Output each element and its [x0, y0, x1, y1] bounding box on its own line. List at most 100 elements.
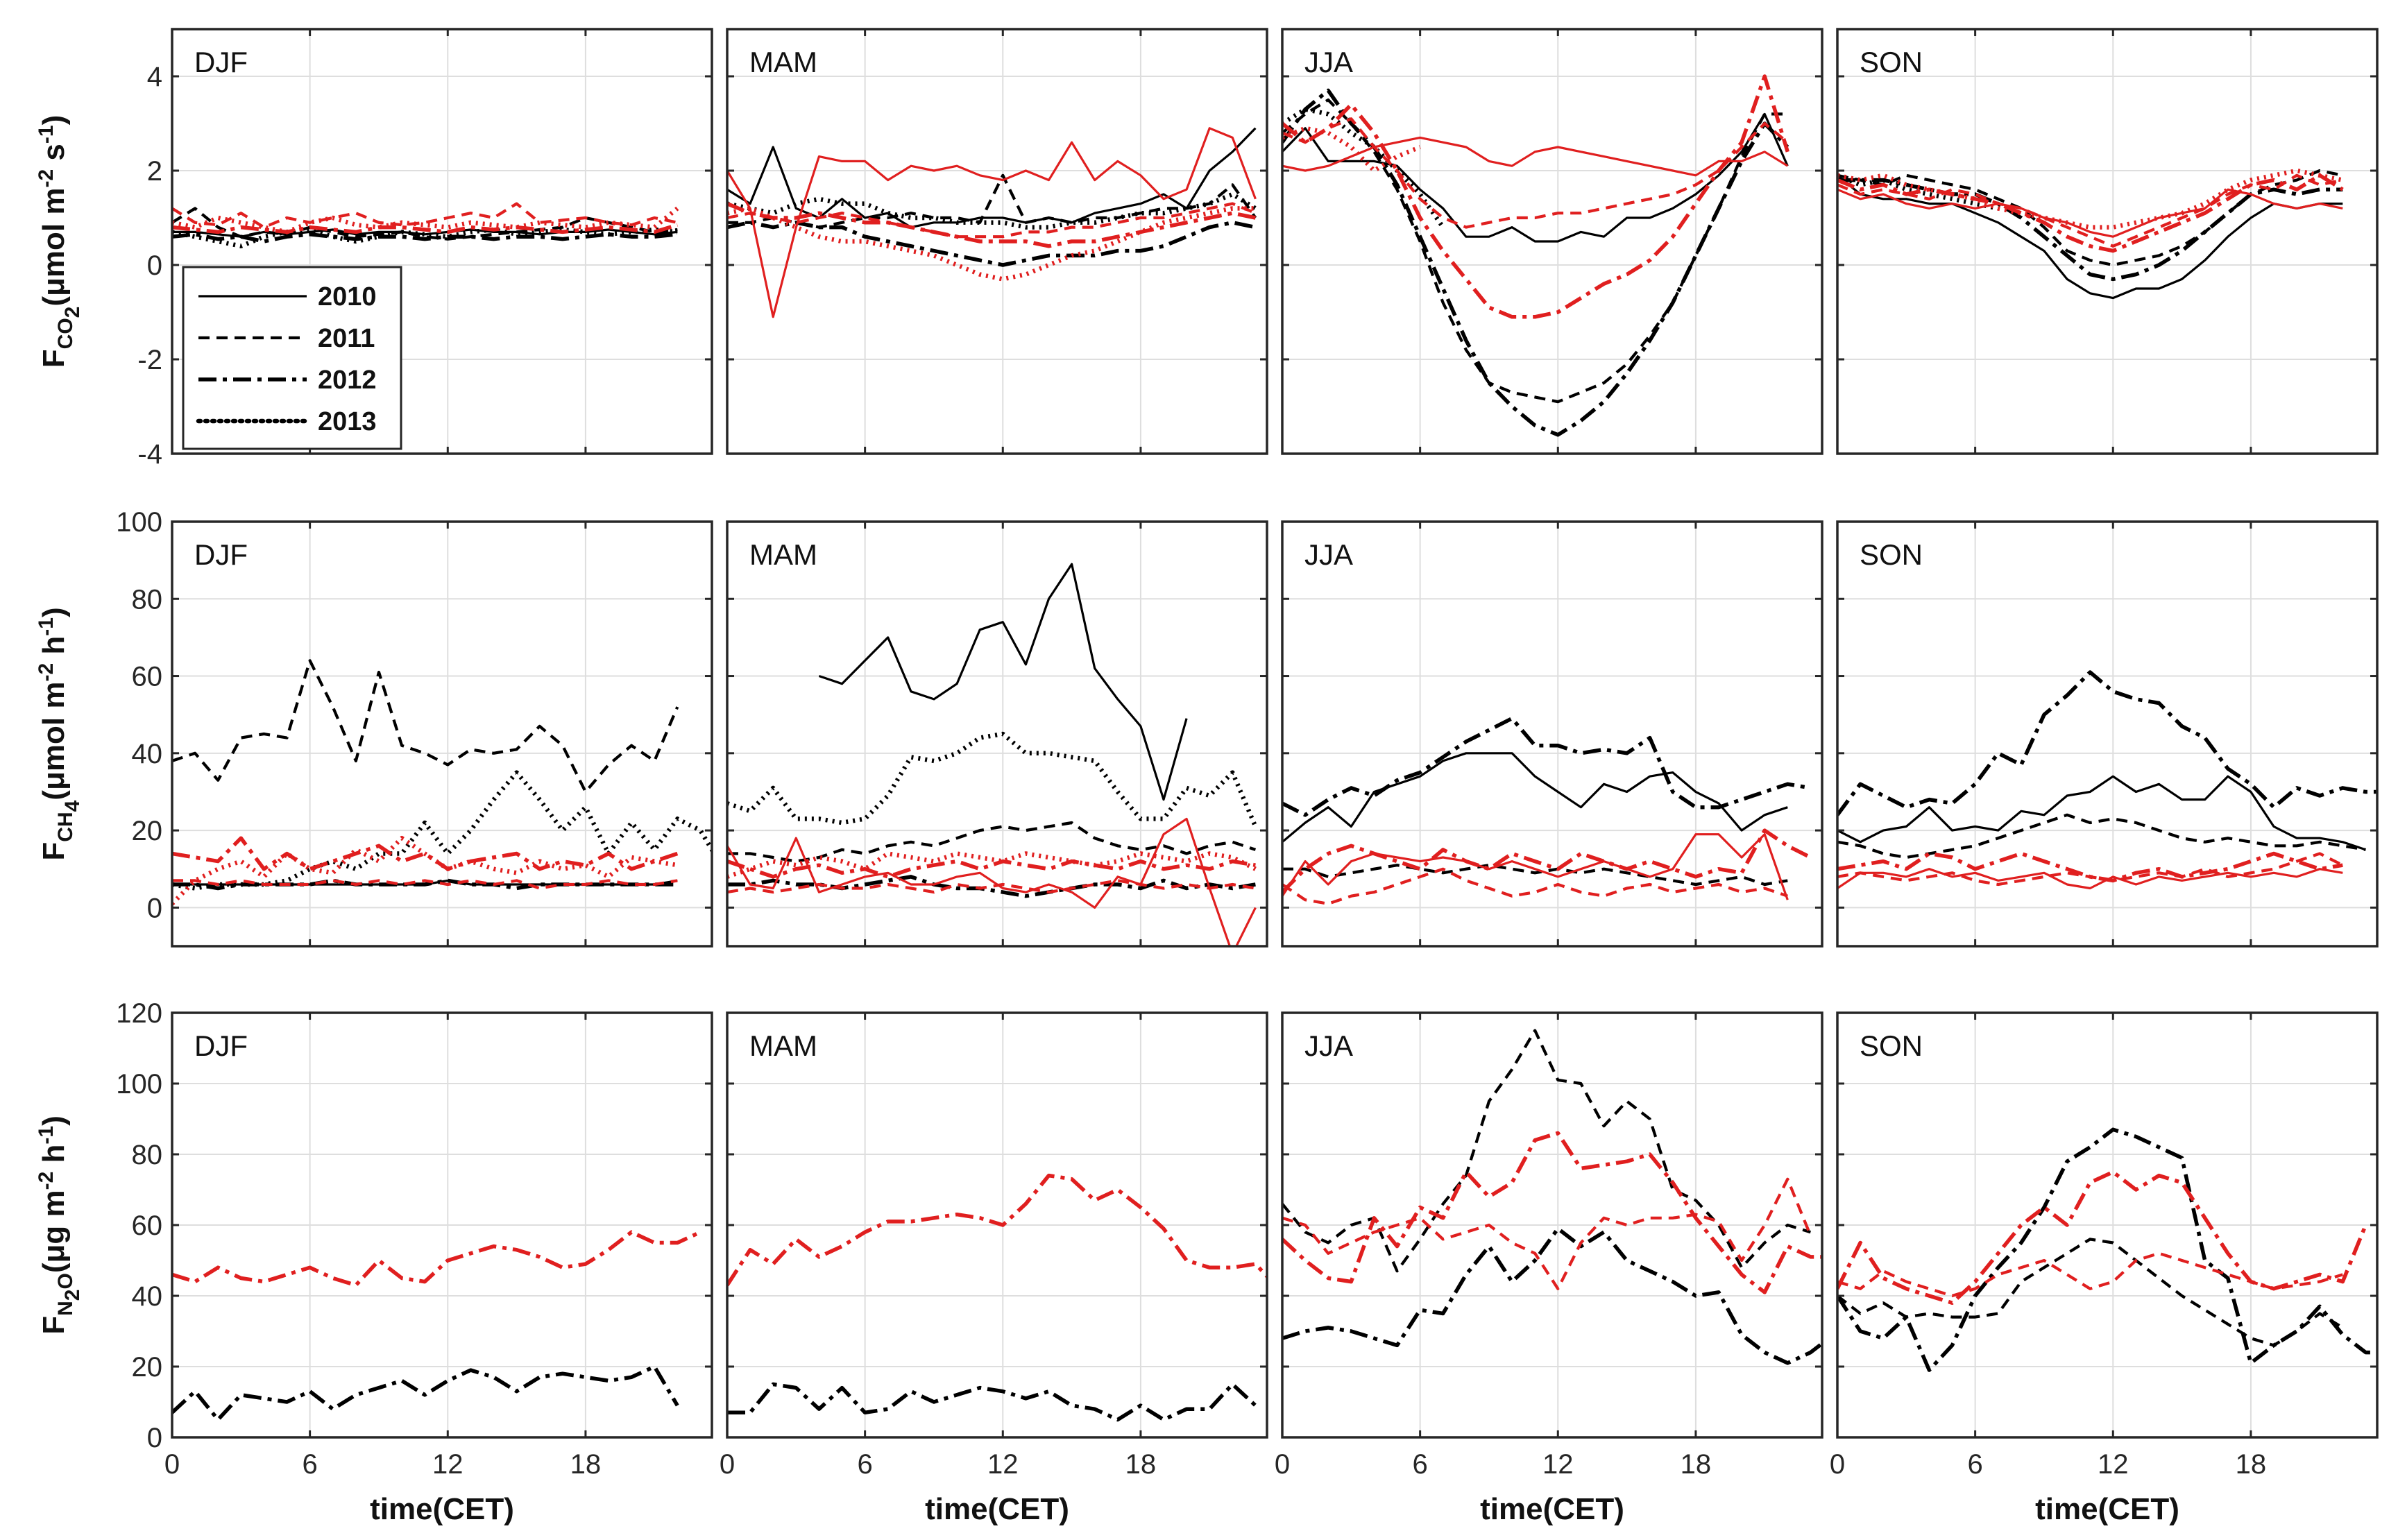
- season-label: JJA: [1304, 46, 1353, 78]
- x-tick-label: 6: [1968, 1449, 1983, 1480]
- y-tick-label: 100: [116, 507, 162, 538]
- panel-CH4-JJA: JJA: [1281, 520, 1823, 948]
- series-black-2012: [727, 1382, 1257, 1422]
- x-tick-label: 0: [164, 1449, 180, 1480]
- x-tick-label: 0: [720, 1449, 735, 1480]
- ylabel-main: F: [37, 349, 71, 368]
- ylabel-CH4: FCH4(μmol m-2 h-1): [35, 607, 84, 860]
- panel-CH4-MAM: MAM: [726, 520, 1268, 948]
- panel-frame: [171, 520, 713, 948]
- series-black-2013: [1282, 107, 1445, 229]
- ylabel-mu: μ: [37, 277, 71, 296]
- x-tick-label: 18: [1125, 1449, 1157, 1480]
- panel-frame: [1836, 28, 2379, 455]
- x-tick-label: 12: [1542, 1449, 1574, 1480]
- ylabel-sub: N: [54, 1301, 77, 1316]
- y-tick-label: 80: [132, 584, 163, 615]
- x-tick-label: 12: [987, 1449, 1019, 1480]
- series-red-2011: [172, 879, 678, 890]
- series-group: [172, 202, 679, 249]
- series-red-2012: [727, 859, 1256, 879]
- series-black-2011: [1837, 813, 2366, 859]
- series-black-2011: [172, 207, 678, 241]
- y-tick-label: 80: [132, 1140, 163, 1170]
- panel-CO2-JJA: JJA: [1281, 28, 1823, 455]
- series-red-2013: [727, 851, 1257, 879]
- y-tick-label: 20: [132, 1352, 163, 1383]
- series-red-2010: [727, 127, 1257, 318]
- series-group: [727, 127, 1257, 318]
- series-group: [1837, 670, 2377, 890]
- ylabel-open: (: [37, 296, 71, 307]
- y-tick-label: 0: [147, 1423, 162, 1453]
- series-black-2012: [1837, 1127, 2377, 1372]
- series-red-2012: [172, 1230, 701, 1287]
- ylabel-N2O: FN2O(μg m-2 h-1): [35, 1115, 84, 1335]
- x-tick-label: 0: [1830, 1449, 1845, 1480]
- series-red-2012: [172, 223, 679, 234]
- series-red-2010: [1837, 868, 2343, 890]
- ylabel-sub: CO: [54, 318, 77, 349]
- panel-frame: [726, 28, 1268, 455]
- series-red-2010: [1837, 188, 2343, 238]
- x-tick-label: 18: [2236, 1449, 2267, 1480]
- season-label: DJF: [194, 1029, 248, 1062]
- ylabel-mu: μ: [37, 1244, 71, 1263]
- series-black-2010: [1282, 112, 1789, 243]
- series-red-2010: [1282, 833, 1789, 900]
- series-black-2011: [727, 821, 1257, 863]
- x-axis-label: time(CET): [1480, 1492, 1624, 1526]
- panel-frame: [171, 28, 713, 455]
- legend-label: 2013: [318, 407, 377, 436]
- series-black-2012: [172, 1364, 679, 1422]
- y-tick-label: 2: [147, 156, 162, 187]
- ylabel-sup1: -2: [35, 663, 58, 682]
- season-label: DJF: [194, 46, 248, 78]
- ylabel-close: ): [37, 1115, 71, 1126]
- ylabel-open: (: [37, 1263, 71, 1273]
- ylabel-mu: μ: [37, 771, 71, 790]
- panel-CO2-DJF: -4 -2 0 2 4 DJF: [137, 28, 713, 470]
- series-black-2011: [172, 659, 679, 794]
- panel-frame: [1281, 520, 1823, 948]
- series-group: [172, 1230, 701, 1422]
- series-red-2011: [1282, 117, 1789, 229]
- ylabel-main: F: [37, 842, 71, 861]
- y-tick-label: 120: [116, 998, 162, 1029]
- series-black-2012: [1282, 88, 1789, 437]
- y-tick-label: 0: [147, 250, 162, 281]
- series-black-2011: [1837, 1238, 2344, 1347]
- legend-label: 2010: [318, 282, 377, 311]
- panel-CH4-SON: SON: [1836, 520, 2379, 948]
- panel-CO2-SON: SON: [1836, 28, 2379, 455]
- season-label: JJA: [1304, 1029, 1353, 1062]
- series-red-2011: [172, 202, 678, 229]
- legend: 2010 2011 2012 2013: [182, 266, 402, 450]
- x-tick-label: 6: [858, 1449, 873, 1480]
- series-red-2011: [1837, 1251, 2343, 1298]
- y-tick-label: -2: [137, 345, 162, 375]
- ylabel-unit: mol m: [37, 188, 71, 278]
- ylabel-sup2: -1: [35, 1126, 58, 1145]
- series-red-2012: [172, 836, 679, 871]
- series-black-2013: [727, 731, 1258, 828]
- series-red-2012: [1282, 1131, 1822, 1294]
- y-tick-label: 60: [132, 662, 163, 692]
- x-tick-label: 18: [570, 1449, 602, 1480]
- ylabel-sub2: 2: [61, 1290, 84, 1301]
- ylabel-sup1: -2: [35, 1172, 58, 1190]
- series-red-2013: [172, 835, 678, 906]
- x-tick-label: 12: [432, 1449, 464, 1480]
- y-tick-label: -4: [137, 439, 162, 470]
- x-tick-label: 18: [1681, 1449, 1712, 1480]
- series-group: [727, 1173, 1267, 1422]
- series-black-2012: [1837, 178, 2343, 282]
- ylabel-unit2: s: [37, 144, 71, 169]
- panel-N2O-DJF: 0 20 40 60 80 100 120 0 6 12 18 time(CET) DJF: [116, 998, 713, 1526]
- series-black-2012: [1282, 1226, 1822, 1365]
- season-label: JJA: [1304, 538, 1353, 571]
- series-black-2011: [1282, 864, 1788, 887]
- series-red-2013: [172, 206, 679, 234]
- x-tick-label: 12: [2098, 1449, 2129, 1480]
